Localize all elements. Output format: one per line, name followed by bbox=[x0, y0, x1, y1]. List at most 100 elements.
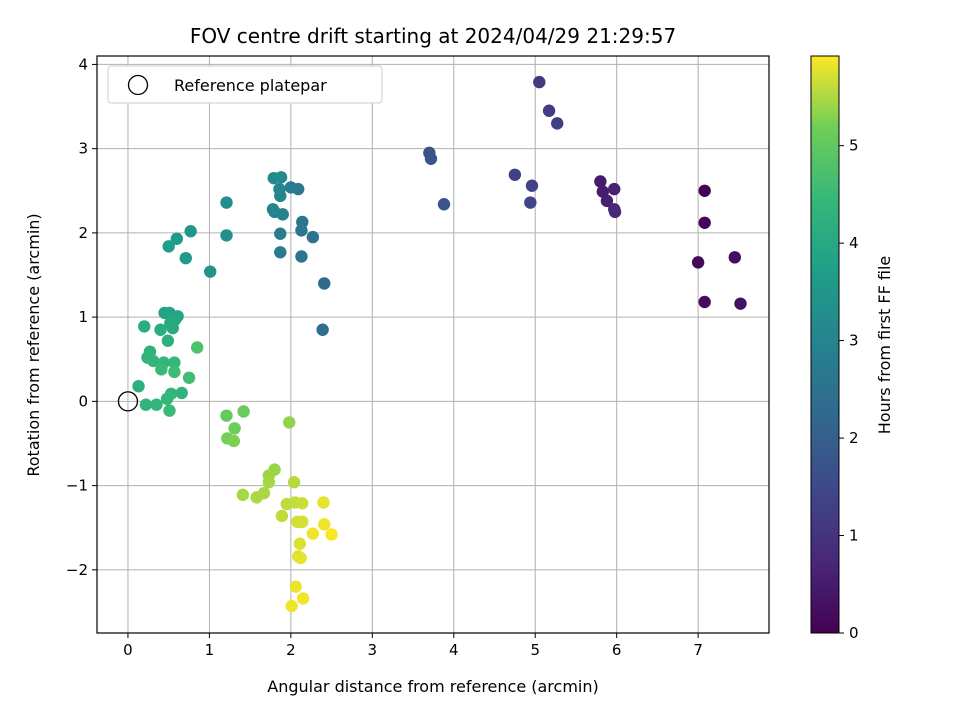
data-point bbox=[289, 580, 302, 593]
data-point bbox=[296, 592, 310, 605]
data-point bbox=[424, 152, 438, 165]
data-point bbox=[266, 203, 280, 216]
data-point bbox=[293, 537, 307, 550]
data-point bbox=[138, 320, 151, 333]
data-point bbox=[600, 194, 614, 208]
data-point bbox=[296, 497, 309, 510]
data-point bbox=[525, 179, 539, 192]
data-point bbox=[274, 171, 288, 184]
data-point bbox=[437, 198, 451, 211]
colorbar-label: Hours from first FF file bbox=[875, 256, 894, 435]
data-point bbox=[220, 196, 233, 209]
data-point bbox=[295, 224, 308, 237]
data-point bbox=[318, 518, 331, 531]
data-point bbox=[262, 476, 276, 489]
colorbar-tick-label: 5 bbox=[849, 137, 859, 155]
data-point bbox=[596, 185, 610, 198]
colorbar-tick-label: 0 bbox=[849, 624, 859, 642]
data-point bbox=[162, 240, 175, 253]
data-point bbox=[698, 184, 711, 197]
x-tick-label: 1 bbox=[205, 641, 215, 659]
data-point bbox=[608, 205, 622, 219]
data-point bbox=[318, 277, 331, 290]
x-axis-label: Angular distance from reference (arcmin) bbox=[267, 677, 598, 696]
data-point bbox=[190, 341, 204, 354]
data-point bbox=[283, 416, 296, 429]
data-point bbox=[273, 182, 286, 196]
data-point bbox=[294, 551, 307, 565]
data-point bbox=[184, 225, 197, 238]
data-point bbox=[296, 515, 309, 529]
data-point bbox=[227, 434, 241, 448]
data-point bbox=[608, 182, 621, 196]
data-point bbox=[150, 398, 163, 411]
data-point bbox=[285, 599, 298, 613]
y-tick-label: 3 bbox=[78, 140, 88, 158]
data-point bbox=[160, 392, 174, 406]
colorbar-ticks: 0 1 2 3 4 5 bbox=[839, 137, 859, 642]
x-tick-label: 3 bbox=[368, 641, 378, 659]
reference-point bbox=[117, 391, 139, 412]
data-point bbox=[594, 175, 607, 188]
data-point bbox=[168, 356, 181, 369]
data-point bbox=[175, 386, 188, 400]
data-point bbox=[155, 363, 168, 376]
data-point bbox=[182, 371, 196, 384]
colorbar-tick-label: 4 bbox=[849, 234, 859, 252]
data-point bbox=[168, 365, 181, 379]
y-tick-label: 0 bbox=[78, 392, 88, 410]
legend: Reference platepar bbox=[107, 65, 383, 104]
data-point bbox=[166, 321, 179, 335]
data-point bbox=[237, 405, 250, 418]
y-axis-label: Rotation from reference (arcmin) bbox=[24, 213, 43, 476]
data-point bbox=[306, 527, 320, 540]
x-tick-label: 0 bbox=[123, 641, 133, 659]
data-point bbox=[132, 379, 145, 393]
x-tick-label: 6 bbox=[612, 641, 622, 659]
y-tick-label: 2 bbox=[78, 224, 88, 242]
x-tick-label: 7 bbox=[693, 641, 703, 659]
data-point bbox=[161, 334, 175, 347]
data-point bbox=[306, 230, 320, 244]
reference-marker bbox=[117, 391, 139, 412]
colorbar: 0 1 2 3 4 5 Hours from first FF file bbox=[810, 55, 894, 642]
plot-frame bbox=[96, 55, 770, 634]
x-tick-label: 4 bbox=[449, 641, 459, 659]
data-point bbox=[170, 232, 184, 245]
legend-label: Reference platepar bbox=[174, 76, 327, 95]
data-point bbox=[691, 256, 705, 269]
data-point bbox=[139, 398, 153, 411]
data-point bbox=[275, 509, 289, 523]
chart-title: FOV centre drift starting at 2024/04/29 … bbox=[190, 24, 676, 48]
data-point bbox=[698, 295, 711, 309]
data-point bbox=[284, 181, 298, 194]
data-point bbox=[728, 251, 741, 264]
data-point bbox=[274, 246, 287, 259]
colorbar-gradient bbox=[810, 55, 840, 634]
data-point bbox=[316, 323, 329, 336]
legend-box bbox=[107, 65, 383, 104]
x-ticks: 0 1 2 3 4 5 6 7 bbox=[123, 633, 703, 659]
data-point bbox=[250, 491, 263, 504]
data-point bbox=[204, 265, 217, 278]
data-point bbox=[220, 409, 233, 422]
y-tick-label: −1 bbox=[66, 477, 88, 495]
data-point bbox=[147, 354, 160, 368]
data-point bbox=[317, 496, 330, 509]
y-tick-label: 4 bbox=[78, 55, 88, 73]
data-point bbox=[734, 297, 747, 310]
data-point bbox=[287, 476, 301, 489]
data-point bbox=[179, 251, 192, 265]
data-point bbox=[295, 250, 308, 263]
data-point bbox=[163, 404, 176, 417]
data-point bbox=[154, 323, 167, 336]
y-ticks: −2 −1 0 1 2 3 4 bbox=[66, 55, 97, 579]
data-point bbox=[524, 196, 537, 209]
data-point bbox=[551, 117, 564, 130]
data-point bbox=[274, 227, 287, 240]
data-point bbox=[325, 528, 338, 541]
colorbar-tick-label: 1 bbox=[849, 527, 859, 545]
data-points bbox=[132, 75, 747, 613]
x-tick-label: 5 bbox=[530, 641, 540, 659]
